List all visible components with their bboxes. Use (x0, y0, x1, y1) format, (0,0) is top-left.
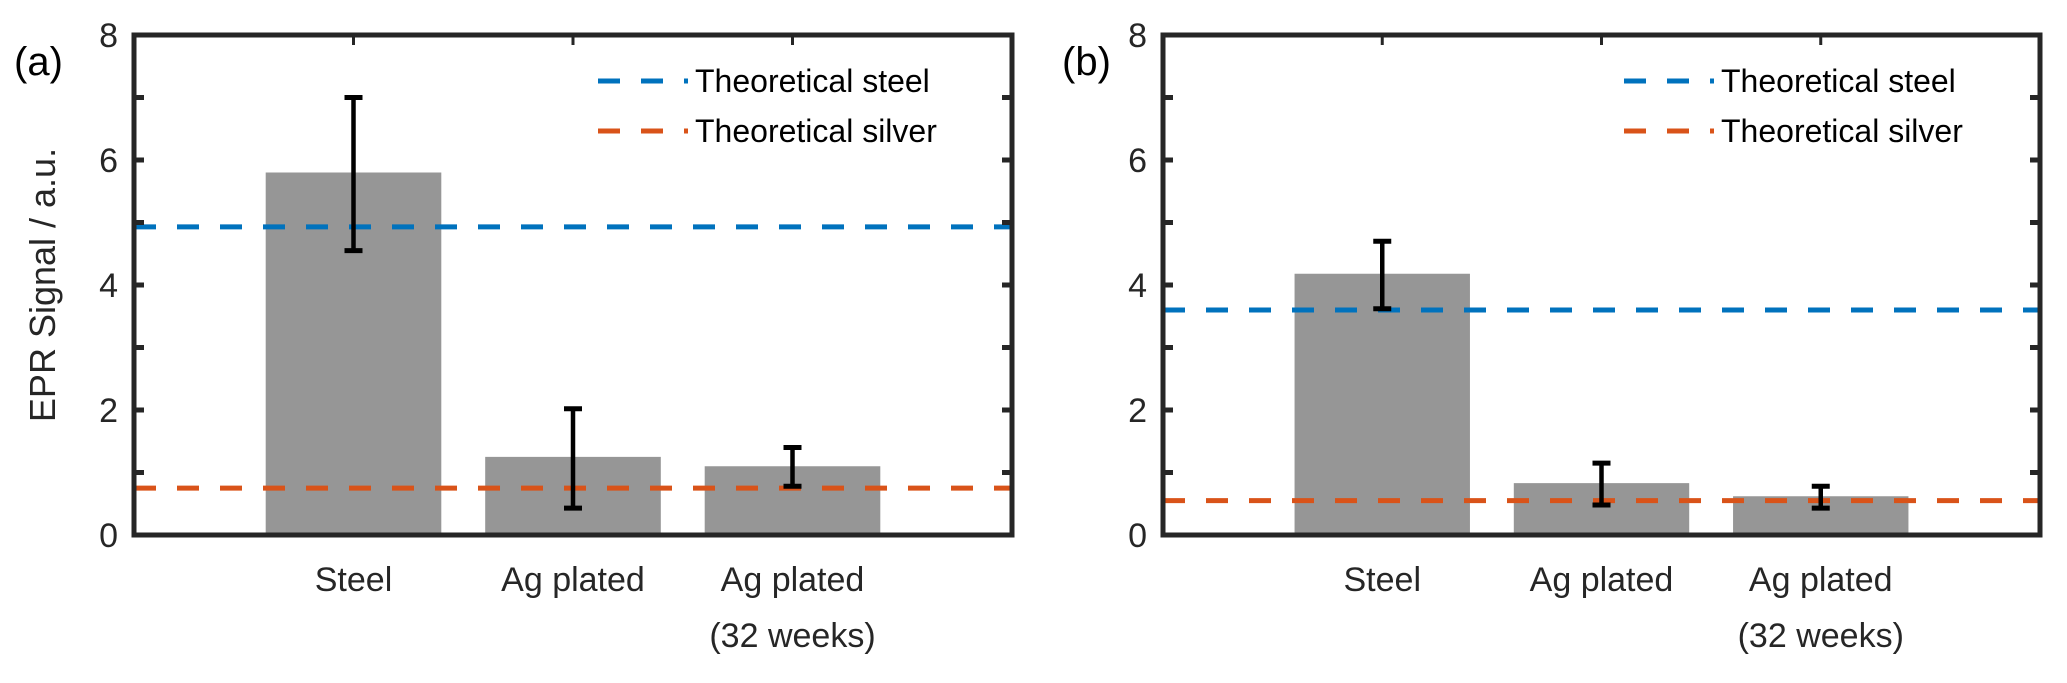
x-tick-label: Ag plated (1530, 561, 1674, 599)
x-tick-label-line: Steel (1344, 561, 1422, 599)
legend-entry: Theoretical steel (1624, 63, 1956, 99)
legend: Theoretical steel Theoretical silver (1624, 63, 1963, 149)
x-tick-label: Ag plated (32 weeks) (709, 561, 875, 655)
bar-1 (1294, 273, 1470, 535)
y-tick-label: 0 (99, 517, 118, 555)
y-tick-label: 4 (99, 267, 118, 305)
error-bar-1 (344, 95, 363, 254)
x-tick-label-line: Ag plated (1749, 561, 1893, 599)
error-bar-1 (1373, 238, 1392, 312)
y-tick-label: 2 (1128, 392, 1147, 430)
x-tick-label-line: Ag plated (501, 561, 645, 599)
x-tick-label-line: (32 weeks) (709, 617, 875, 655)
y-tick-label: 6 (1128, 142, 1147, 180)
error-bar-3 (1811, 483, 1830, 511)
legend-entry: Theoretical silver (1624, 113, 1963, 149)
y-tick-label: 4 (1128, 267, 1147, 305)
y-tick-label: 2 (99, 392, 118, 430)
legend-entry: Theoretical silver (598, 113, 937, 149)
x-tick-label: Ag plated (32 weeks) (1738, 561, 1904, 655)
panel-b: 0 2 4 6 8 Steel Ag plated Ag plated (32 weeks) (b… (1062, 17, 2043, 655)
x-tick-label-line: Ag plated (1530, 561, 1674, 599)
legend-label: Theoretical steel (1721, 63, 1956, 99)
panel-a: 0 2 4 6 8 Steel Ag plated Ag plated (32 weeks) (a… (14, 17, 1015, 655)
x-tick-label-line: (32 weeks) (1738, 617, 1904, 655)
y-tick-label: 6 (99, 142, 118, 180)
error-bar-2 (1592, 460, 1611, 508)
panel-label: (a) (14, 40, 63, 84)
legend: Theoretical steel Theoretical silver (598, 63, 937, 149)
legend-label: Theoretical steel (695, 63, 930, 99)
y-tick-label: 8 (1128, 17, 1147, 55)
legend-label: Theoretical silver (1721, 113, 1963, 149)
y-axis-label: EPR Signal / a.u. (22, 148, 63, 422)
legend-label: Theoretical silver (695, 113, 937, 149)
y-tick-label: 0 (1128, 517, 1147, 555)
y-tick-label: 8 (99, 17, 118, 55)
x-tick-label-line: Steel (315, 561, 393, 599)
x-tick-label: Ag plated (501, 561, 645, 599)
panel-label: (b) (1062, 40, 1111, 84)
error-bar-2 (564, 406, 582, 511)
x-tick-label: Steel (1344, 561, 1422, 599)
legend-entry: Theoretical steel (598, 63, 930, 99)
x-tick-label-line: Ag plated (721, 561, 865, 599)
x-tick-label: Steel (315, 561, 393, 599)
error-bar-3 (783, 445, 802, 489)
